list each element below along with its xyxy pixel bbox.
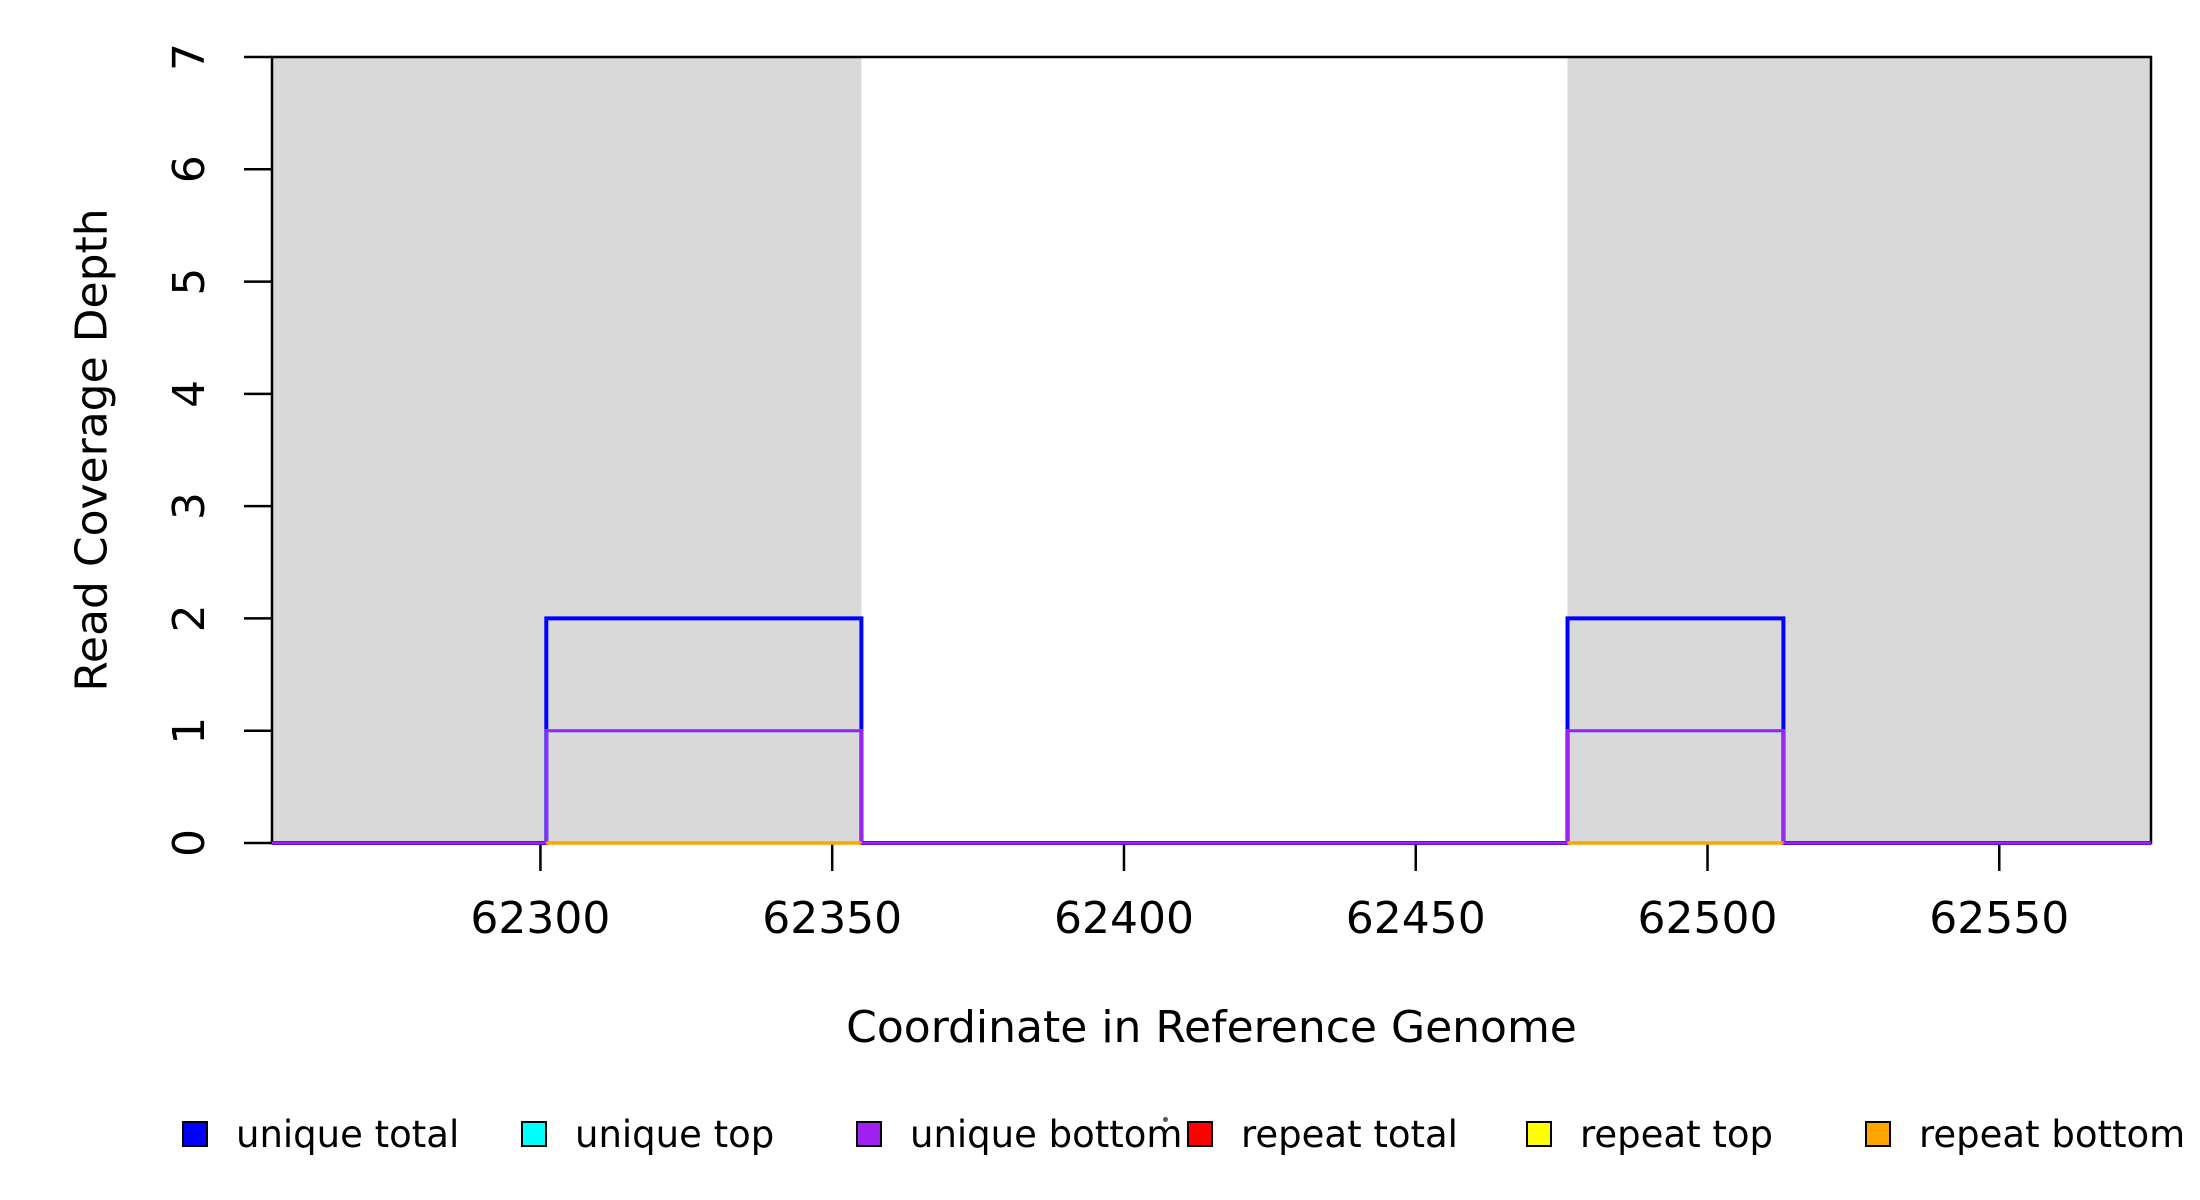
legend-item-unique-bottom: unique bottom	[856, 1113, 1182, 1156]
legend-item-repeat-total: repeat total	[1187, 1113, 1458, 1156]
legend-label: unique top	[575, 1112, 775, 1156]
x-tick-label: 62400	[1054, 893, 1194, 944]
legend-label: repeat top	[1580, 1112, 1773, 1156]
legend-item-repeat-bottom: repeat bottom	[1865, 1113, 2185, 1156]
shaded-region	[272, 57, 862, 843]
x-tick-label: 62350	[762, 893, 902, 944]
repeat-bottom-swatch-icon	[1865, 1121, 1891, 1147]
y-tick-label: 1	[164, 717, 215, 745]
y-tick-label: 6	[164, 155, 215, 183]
unique-bottom-swatch-icon	[856, 1121, 882, 1147]
x-tick-label: 62300	[470, 893, 610, 944]
legend-item-unique-total: unique total	[182, 1113, 459, 1156]
repeat-total-swatch-icon	[1187, 1121, 1213, 1147]
x-axis-title: Coordinate in Reference Genome	[846, 1002, 1577, 1053]
y-tick-label: 3	[164, 492, 215, 520]
y-axis-title: Read Coverage Depth	[66, 208, 118, 692]
series-line-unique-bottom	[272, 729, 2151, 845]
stray-dot	[1163, 1117, 1168, 1122]
legend-item-unique-top: unique top	[521, 1113, 774, 1156]
y-tick-label: 4	[164, 380, 215, 408]
repeat-top-swatch-icon	[1526, 1121, 1552, 1147]
y-tick-label: 0	[164, 829, 215, 857]
legend-label: unique bottom	[910, 1112, 1183, 1156]
x-tick-label: 62450	[1346, 893, 1486, 944]
y-tick-label: 7	[164, 43, 215, 71]
shaded-region	[1567, 57, 2151, 843]
unique-top-swatch-icon	[521, 1121, 547, 1147]
legend-label: unique total	[236, 1112, 460, 1156]
unique-total-swatch-icon	[182, 1121, 208, 1147]
x-tick-label: 62500	[1638, 893, 1778, 944]
y-tick-label: 2	[164, 604, 215, 632]
legend-label: repeat total	[1241, 1112, 1458, 1156]
y-tick-label: 5	[164, 268, 215, 296]
legend-item-repeat-top: repeat top	[1526, 1113, 1773, 1156]
x-tick-label: 62550	[1929, 893, 2069, 944]
legend-label: repeat bottom	[1919, 1112, 2186, 1156]
